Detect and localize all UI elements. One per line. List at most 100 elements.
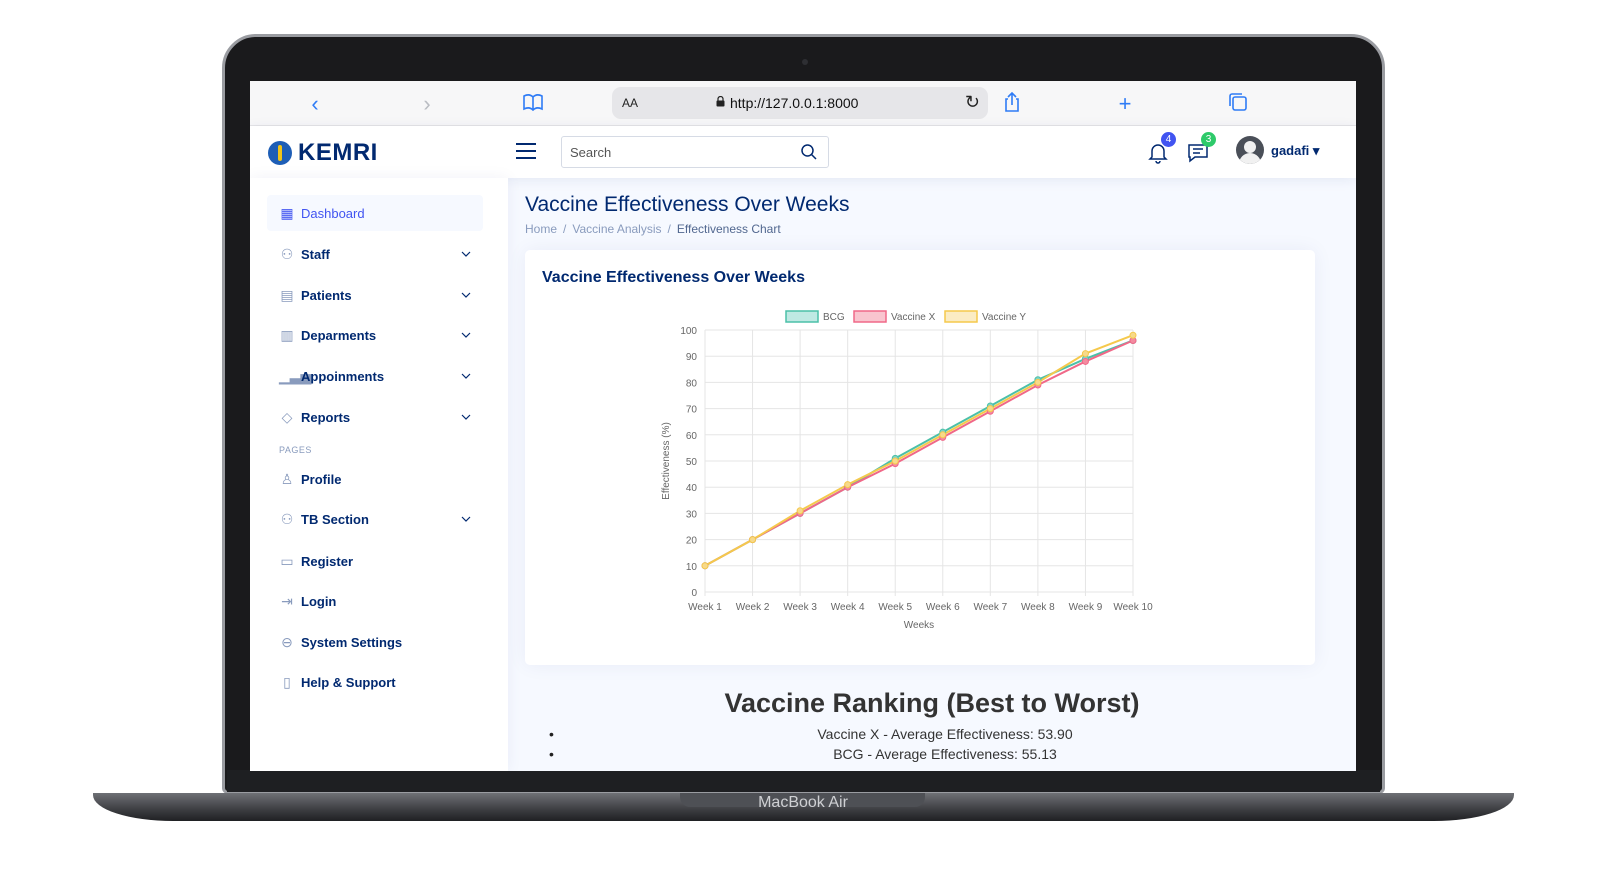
card-title: Vaccine Effectiveness Over Weeks: [542, 269, 805, 286]
ranking-item: BCG - Average Effectiveness: 55.13: [508, 746, 1356, 766]
brand-name: KEMRI: [298, 139, 378, 166]
x-tick-label: Week 7: [973, 602, 1007, 613]
sidebar-item-label: Appoinments: [301, 368, 385, 384]
sidebar-item-label: Deparments: [301, 327, 377, 343]
series-line-vaccine-x: [704, 339, 1134, 567]
search-icon[interactable]: [800, 143, 818, 161]
y-axis-label: Effectiveness (%): [661, 422, 672, 500]
bezel-bottom: [227, 770, 1380, 792]
sidebar-item-dashboard[interactable]: ▦ Dashboard: [267, 195, 483, 231]
bookmarks-button[interactable]: [520, 91, 546, 117]
reload-icon[interactable]: ↻: [964, 92, 980, 112]
sidebar-item-help-support[interactable]: ▯ Help & Support: [267, 664, 483, 700]
forward-button[interactable]: ›: [423, 91, 431, 116]
data-point: [796, 507, 804, 515]
x-tick-label: Week 2: [736, 602, 770, 613]
chevron-down-icon: [461, 414, 471, 420]
messages-button[interactable]: 3: [1184, 132, 1216, 166]
data-point: [1081, 357, 1089, 365]
logo-mark-icon: [268, 141, 292, 165]
breadcrumb-separator: /: [667, 222, 671, 236]
data-point: [1129, 331, 1137, 339]
notifications-badge: 4: [1161, 132, 1176, 147]
people-icon: ⚇: [280, 246, 294, 262]
new-tab-button[interactable]: +: [1118, 91, 1132, 116]
book-icon: [523, 94, 543, 112]
sidebar-item-label: Login: [301, 593, 337, 609]
sidebar: ▦ Dashboard ⚇ Staff ▤ Patients ▥ Deparme…: [250, 178, 508, 771]
laptop-notch: [680, 793, 925, 807]
back-button[interactable]: ‹: [311, 91, 319, 116]
logo[interactable]: KEMRI: [268, 139, 378, 167]
reader-aa-button[interactable]: AA: [622, 96, 639, 110]
data-point: [891, 457, 899, 465]
data-point: [1081, 350, 1089, 358]
username-dropdown[interactable]: gadafi ▾: [1271, 143, 1320, 158]
camera: [802, 59, 808, 65]
sidebar-item-register[interactable]: ▭ Register: [267, 543, 483, 579]
sidebar-toggle-button[interactable]: [516, 143, 536, 161]
breadcrumb: Home / Vaccine Analysis / Effectiveness …: [525, 222, 781, 236]
avatar[interactable]: [1236, 136, 1264, 164]
y-tick-label: 30: [686, 509, 698, 520]
x-tick-label: Week 5: [878, 602, 912, 613]
data-point: [749, 536, 757, 544]
app-header: KEMRI Search 4 3 gadafi ▾: [250, 126, 1356, 178]
y-tick-label: 40: [686, 483, 698, 494]
main-content: Vaccine Effectiveness Over Weeks Home / …: [508, 178, 1356, 771]
legend-label: BCG: [823, 312, 845, 323]
series-line-bcg: [704, 339, 1134, 567]
y-tick-label: 80: [686, 378, 698, 389]
gem-icon: ◇: [281, 409, 293, 425]
y-tick-label: 50: [686, 457, 698, 468]
tabs-overview-button[interactable]: [1225, 91, 1251, 117]
legend-swatch: [853, 310, 887, 323]
series-line-vaccine-y: [704, 334, 1134, 567]
sidebar-item-appoinments[interactable]: ▁▃▅ Appoinments: [267, 358, 483, 394]
share-button[interactable]: [999, 91, 1025, 117]
legend-label: Vaccine Y: [982, 312, 1026, 323]
breadcrumb-separator: /: [563, 222, 567, 236]
ranking-title: Vaccine Ranking (Best to Worst): [724, 688, 1140, 718]
sidebar-item-deparments[interactable]: ▥ Deparments: [267, 317, 483, 353]
x-tick-label: Week 4: [831, 602, 865, 613]
bar-chart-icon: ▁▃▅: [279, 368, 312, 384]
sidebar-item-tb-section[interactable]: ⚇ TB Section: [267, 501, 483, 537]
username-label: gadafi: [1271, 143, 1310, 158]
search-input[interactable]: Search: [561, 136, 829, 168]
x-tick-label: Week 1: [688, 602, 722, 613]
pages-heading: PAGES: [279, 445, 312, 455]
sidebar-item-staff[interactable]: ⚇ Staff: [267, 236, 483, 272]
y-tick-label: 90: [686, 352, 698, 363]
dash-circle-icon: ⊖: [281, 634, 293, 650]
breadcrumb-current: Effectiveness Chart: [676, 222, 781, 236]
x-tick-label: Week 10: [1113, 602, 1153, 613]
data-point: [701, 562, 709, 570]
breadcrumb-vaccine-analysis[interactable]: Vaccine Analysis: [572, 222, 662, 236]
lock-icon: [716, 96, 725, 107]
y-tick-label: 70: [686, 405, 698, 416]
y-tick-label: 10: [686, 562, 698, 573]
chevron-down-icon: [461, 251, 471, 257]
x-axis-label: Weeks: [904, 620, 934, 631]
address-bar[interactable]: AA http://127.0.0.1:8000 ↻: [612, 87, 988, 119]
screen: ‹ › AA http://127.0.0.1:8000 ↻ + KEMRI S…: [250, 81, 1356, 771]
sidebar-item-patients[interactable]: ▤ Patients: [267, 277, 483, 313]
data-point: [986, 405, 994, 413]
notifications-button[interactable]: 4: [1144, 132, 1176, 166]
sidebar-item-label: Register: [301, 553, 354, 569]
sidebar-item-login[interactable]: ⇥ Login: [267, 583, 483, 619]
sidebar-item-label: TB Section: [301, 511, 369, 527]
legend-swatch: [944, 310, 978, 323]
sidebar-item-reports[interactable]: ◇ Reports: [267, 399, 483, 435]
sidebar-item-system-settings[interactable]: ⊖ System Settings: [267, 624, 483, 660]
login-icon: ⇥: [281, 593, 293, 609]
chevron-down-icon: [461, 292, 471, 298]
chevron-down-icon: [461, 516, 471, 522]
page-title: Vaccine Effectiveness Over Weeks: [525, 193, 850, 216]
y-tick-label: 100: [680, 326, 697, 337]
sidebar-item-profile[interactable]: ♙ Profile: [267, 461, 483, 497]
breadcrumb-home[interactable]: Home: [525, 222, 558, 236]
browser-toolbar: ‹ › AA http://127.0.0.1:8000 ↻ +: [250, 81, 1356, 126]
share-icon: [1005, 91, 1019, 112]
